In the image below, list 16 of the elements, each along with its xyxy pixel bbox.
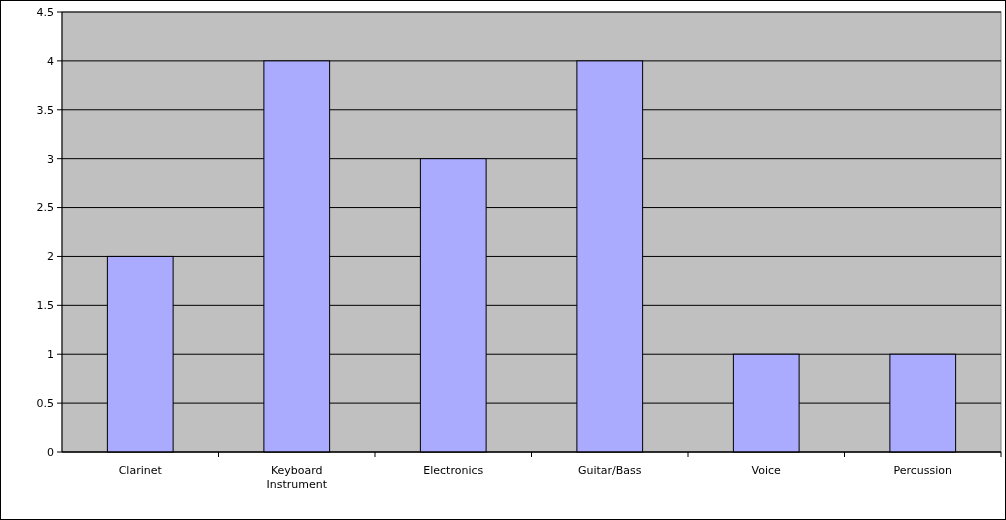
y-tick-label: 2 — [47, 250, 54, 264]
y-tick-label: 2.5 — [36, 201, 54, 215]
y-tick-label: 3.5 — [36, 103, 54, 117]
y-tick-label: 1.5 — [36, 299, 54, 313]
y-tick-label: 1 — [47, 348, 54, 362]
x-tick-label: Keyboard Instrument — [266, 464, 328, 491]
y-tick-label: 0.5 — [36, 396, 54, 410]
x-tick-label: Percussion — [893, 464, 953, 477]
y-tick-label: 3 — [47, 152, 54, 166]
x-tick-label: Voice — [751, 464, 782, 477]
x-tick-label: Electronics — [423, 464, 484, 477]
x-tick-label: Clarinet — [118, 464, 163, 477]
y-tick-label: 4.5 — [36, 5, 54, 19]
y-tick-label: 4 — [47, 54, 54, 68]
y-tick-label: 0 — [47, 445, 54, 459]
x-tick-label: Guitar/Bass — [577, 464, 642, 477]
